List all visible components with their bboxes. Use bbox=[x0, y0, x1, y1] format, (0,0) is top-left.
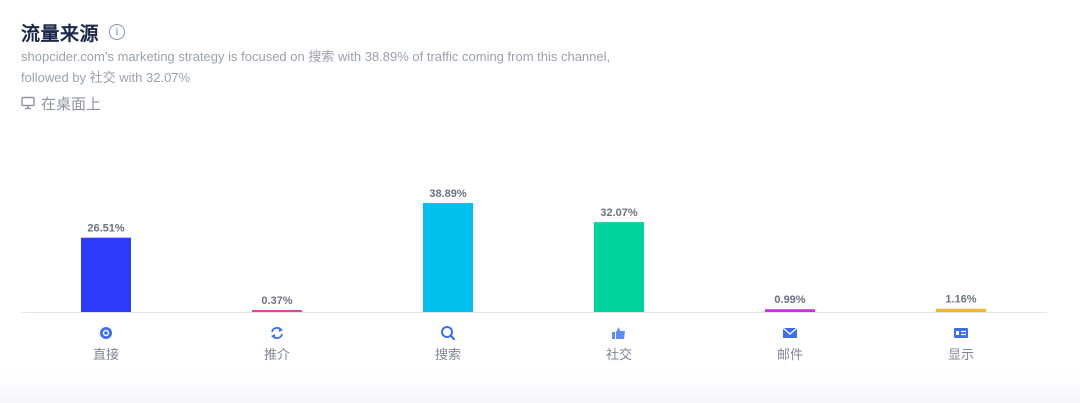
display-ad-icon bbox=[954, 328, 968, 338]
widget-description: shopcider.com’s marketing strategy is fo… bbox=[21, 46, 721, 88]
referral-arrows-icon bbox=[271, 327, 283, 339]
bar-1[interactable] bbox=[81, 237, 131, 312]
bar-value-label: 38.89% bbox=[429, 188, 467, 200]
device-filter[interactable]: 在桌面上 bbox=[21, 92, 721, 114]
search-icon bbox=[441, 326, 456, 341]
direct-target-icon bbox=[100, 327, 112, 339]
bar-value-label: 0.99% bbox=[774, 294, 805, 306]
bar-2[interactable] bbox=[252, 310, 302, 312]
bar-value-label: 0.37% bbox=[261, 295, 292, 307]
description-line-2: followed by 社交 with 32.07% bbox=[21, 70, 191, 85]
category-label: 推介 bbox=[264, 348, 290, 363]
widget-title: 流量来源 bbox=[21, 22, 100, 45]
desktop-monitor-icon bbox=[21, 96, 35, 110]
category-label: 社交 bbox=[606, 347, 632, 363]
bar-6[interactable] bbox=[936, 308, 986, 312]
category-label: 搜索 bbox=[435, 348, 461, 363]
bar-value-label: 26.51% bbox=[87, 223, 125, 235]
bar-value-label: 32.07% bbox=[600, 207, 638, 219]
info-icon[interactable]: i bbox=[109, 24, 126, 40]
category-label: 显示 bbox=[948, 348, 974, 363]
thumbs-up-icon bbox=[612, 327, 625, 339]
category-label: 邮件 bbox=[777, 348, 803, 363]
bar-4[interactable] bbox=[594, 222, 644, 312]
bar-5[interactable] bbox=[765, 309, 815, 312]
category-label: 直接 bbox=[93, 347, 119, 363]
bar-value-label: 1.16% bbox=[945, 294, 976, 306]
title-row: 流量来源 i bbox=[21, 18, 721, 46]
device-label: 在桌面上 bbox=[41, 94, 102, 113]
bars-group: 26.51% 直接 0.37% 推介 38.89% 搜索 32.07% 社交 0.99% 邮件 1.… bbox=[81, 188, 986, 363]
widget-header: 流量来源 i shopcider.com’s marketing strateg… bbox=[21, 18, 721, 114]
bottom-fade bbox=[0, 372, 1080, 403]
description-line-1: shopcider.com’s marketing strategy is fo… bbox=[21, 49, 611, 64]
mail-icon bbox=[782, 327, 798, 338]
bar-3[interactable] bbox=[423, 203, 473, 312]
